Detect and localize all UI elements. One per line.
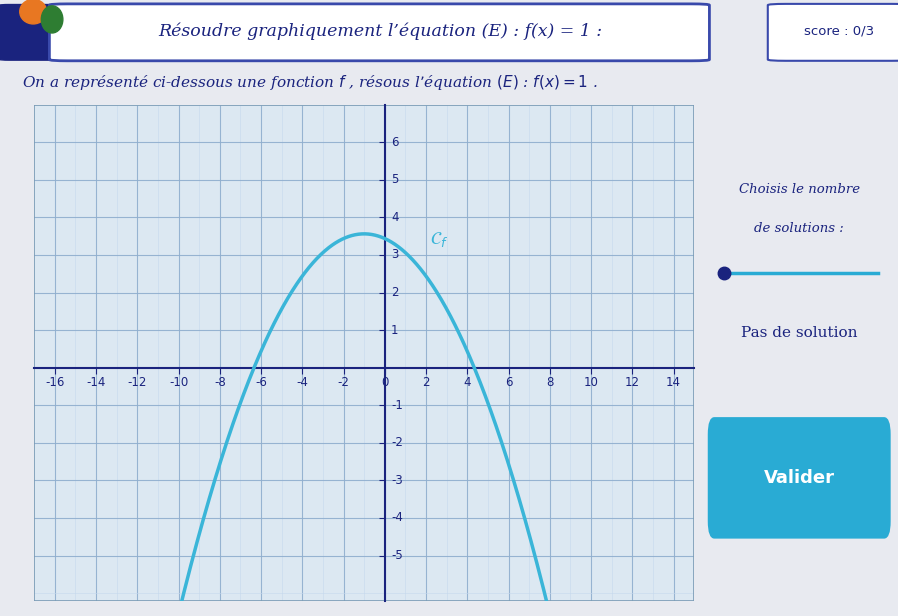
Text: de solutions :: de solutions : <box>754 222 844 235</box>
Text: 4: 4 <box>391 211 399 224</box>
FancyBboxPatch shape <box>768 4 898 61</box>
Text: Résoudre graphiquement l’équation (E) : f(x) = 1 :: Résoudre graphiquement l’équation (E) : … <box>158 22 602 40</box>
FancyBboxPatch shape <box>49 4 709 61</box>
Text: 1: 1 <box>391 323 399 336</box>
Text: score : 0/3: score : 0/3 <box>804 25 874 38</box>
Text: 3: 3 <box>391 248 399 261</box>
Text: -3: -3 <box>391 474 402 487</box>
Text: Choisis le nombre: Choisis le nombre <box>739 182 859 195</box>
Text: -5: -5 <box>391 549 402 562</box>
Text: 2: 2 <box>391 286 399 299</box>
Text: 6: 6 <box>391 136 399 149</box>
FancyBboxPatch shape <box>0 4 67 60</box>
Text: -4: -4 <box>391 511 403 524</box>
Ellipse shape <box>20 0 47 24</box>
Ellipse shape <box>41 6 63 33</box>
Text: Pas de solution: Pas de solution <box>741 326 858 340</box>
Text: $\mathcal{C}_f$: $\mathcal{C}_f$ <box>430 230 449 249</box>
Text: 5: 5 <box>391 173 399 187</box>
Text: -2: -2 <box>391 436 403 449</box>
Text: Valider: Valider <box>763 469 835 487</box>
FancyBboxPatch shape <box>708 417 891 538</box>
Text: -1: -1 <box>391 399 403 411</box>
Text: On a représenté ci-dessous une fonction $f$ , résous l’équation $(E)$ : $f(x) = : On a représenté ci-dessous une fonction … <box>22 73 597 92</box>
